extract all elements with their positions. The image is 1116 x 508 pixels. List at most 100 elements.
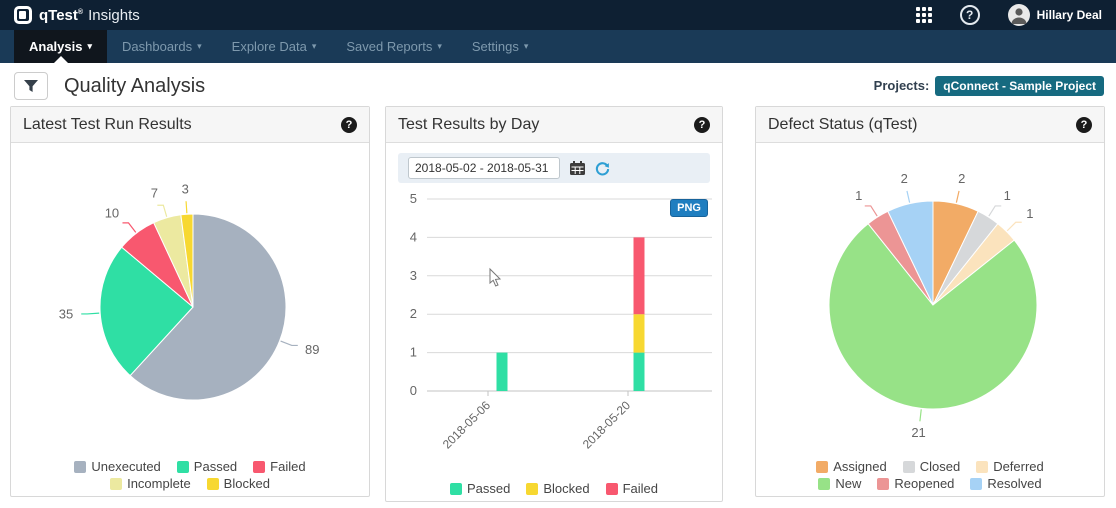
legend-swatch xyxy=(877,477,890,490)
pie-slice-resolved[interactable] xyxy=(887,200,934,306)
date-range-input[interactable] xyxy=(408,157,560,179)
panel-header: Defect Status (qTest) ? xyxy=(756,107,1104,143)
user-name: Hillary Deal xyxy=(1036,8,1102,22)
bar-segment-blocked[interactable] xyxy=(633,314,645,353)
pie-slice-new[interactable] xyxy=(828,222,1038,410)
label-connector xyxy=(919,409,922,422)
pie-slice-passed[interactable] xyxy=(99,246,194,377)
slice-value-label: 21 xyxy=(911,425,925,440)
slice-value-label: 2 xyxy=(901,171,908,186)
date-range-toolbar xyxy=(398,153,710,183)
legend-swatch xyxy=(902,460,915,473)
legend-label: Failed xyxy=(270,459,306,474)
bar-segment-passed[interactable] xyxy=(633,352,645,391)
y-axis-tick-label: 1 xyxy=(410,345,417,360)
legend-item-failed[interactable]: Failed xyxy=(253,459,306,474)
legend-item-blocked[interactable]: Blocked xyxy=(206,476,270,491)
panel-header: Latest Test Run Results ? xyxy=(11,107,369,143)
legend-item-incomplete[interactable]: Incomplete xyxy=(110,476,191,491)
legend-label: Closed xyxy=(919,459,961,474)
brand-registered-mark: ® xyxy=(77,8,84,16)
slice-value-label: 1 xyxy=(1004,188,1011,203)
y-axis-tick-label: 4 xyxy=(410,229,417,244)
label-connector xyxy=(280,340,298,347)
legend-label: Failed xyxy=(622,481,659,496)
pie-slice-unexecuted[interactable] xyxy=(129,213,287,401)
mouse-cursor xyxy=(489,267,502,287)
nav-analysis[interactable]: Analysis ▾ xyxy=(14,30,108,63)
label-connector xyxy=(81,312,100,315)
slice-value-label: 3 xyxy=(182,181,189,196)
nav-dashboards[interactable]: Dashboards ▾ xyxy=(122,39,202,54)
legend-label: Deferred xyxy=(993,459,1044,474)
legend-label: New xyxy=(835,476,862,491)
x-axis-tick-label: 2018-05-06 xyxy=(440,398,494,452)
label-connector xyxy=(122,222,137,233)
legend-item-reopened[interactable]: Reopened xyxy=(877,476,954,491)
label-connector xyxy=(1006,221,1022,232)
projects-label: Projects: xyxy=(873,78,930,93)
legend-item-assigned[interactable]: Assigned xyxy=(816,459,887,474)
chevron-down-icon: ▾ xyxy=(197,41,202,51)
legend-label: Reopened xyxy=(894,476,955,491)
export-png-button[interactable]: PNG xyxy=(670,199,708,217)
main-nav: Analysis ▾ Dashboards ▾ Explore Data ▾ Save… xyxy=(0,30,1116,63)
user-menu[interactable]: Hillary Deal xyxy=(1007,4,1102,26)
project-badge[interactable]: qConnect - Sample Project xyxy=(935,76,1104,96)
person-icon xyxy=(1011,8,1027,24)
chevron-down-icon: ▾ xyxy=(87,41,93,51)
active-tab-notch xyxy=(53,56,68,63)
legend-item-deferred[interactable]: Deferred xyxy=(976,459,1044,474)
pie-chart-defect-status: 2 1 1 21 1 2 xyxy=(756,143,1104,454)
nav-saved-reports[interactable]: Saved Reports ▾ xyxy=(346,39,442,54)
legend-swatch xyxy=(253,460,266,473)
legend-item-failed[interactable]: Failed xyxy=(605,481,659,496)
legend-swatch xyxy=(976,460,989,473)
y-axis-tick-label: 2 xyxy=(410,306,417,321)
legend-item-blocked[interactable]: Blocked xyxy=(526,481,590,496)
label-connector xyxy=(988,205,1002,217)
legend-label: Resolved xyxy=(987,476,1042,491)
bar-segment-failed[interactable] xyxy=(633,237,645,315)
legend-swatch xyxy=(206,477,219,490)
chevron-down-icon: ▾ xyxy=(523,41,529,51)
legend-swatch xyxy=(816,460,829,473)
chevron-down-icon: ▾ xyxy=(311,41,317,51)
slice-value-label: 35 xyxy=(59,307,73,322)
legend-swatch xyxy=(74,460,87,473)
panel-latest-test-run-results: Latest Test Run Results ? 89 35 10 7 3 Unexe… xyxy=(10,106,370,497)
y-axis-tick-label: 0 xyxy=(410,383,417,398)
slice-value-label: 7 xyxy=(151,186,158,201)
page-title: Quality Analysis xyxy=(64,74,206,97)
legend-item-new[interactable]: New xyxy=(818,476,861,491)
calendar-icon[interactable] xyxy=(570,161,585,175)
legend-item-closed[interactable]: Closed xyxy=(902,459,961,474)
chart-legend: Assigned Closed Deferred New Reopened Resolve… xyxy=(756,459,1104,491)
apps-grid-icon[interactable] xyxy=(915,7,932,23)
legend-swatch xyxy=(176,460,189,473)
nav-settings[interactable]: Settings ▾ xyxy=(471,39,529,54)
panel-help-icon[interactable]: ? xyxy=(694,116,710,133)
panel-title: Defect Status (qTest) xyxy=(768,115,918,133)
legend-item-passed[interactable]: Passed xyxy=(449,481,510,496)
panel-help-icon[interactable]: ? xyxy=(341,116,357,133)
legend-item-resolved[interactable]: Resolved xyxy=(970,476,1042,491)
legend-item-unexecuted[interactable]: Unexecuted xyxy=(74,459,161,474)
panel-help-icon[interactable]: ? xyxy=(1076,116,1092,133)
nav-explore-data[interactable]: Explore Data ▾ xyxy=(231,39,317,54)
slice-value-label: 89 xyxy=(305,342,319,357)
refresh-icon[interactable] xyxy=(595,161,610,176)
legend-swatch xyxy=(818,477,831,490)
slice-value-label: 1 xyxy=(1026,206,1033,221)
legend-item-passed[interactable]: Passed xyxy=(176,459,237,474)
x-axis-tick-label: 2018-05-20 xyxy=(580,398,634,452)
help-icon[interactable]: ? xyxy=(959,5,980,25)
bar-chart-test-results-by-day: 0 1 2 3 4 5 2018-05-06 2018-05-20 xyxy=(386,187,722,466)
label-connector xyxy=(185,201,188,214)
y-axis-tick-label: 3 xyxy=(410,268,417,283)
pie-slice-blocked[interactable] xyxy=(180,213,194,308)
filter-button[interactable] xyxy=(14,72,48,100)
bar-segment-passed[interactable] xyxy=(496,352,508,391)
legend-label: Unexecuted xyxy=(91,459,161,474)
pie-chart-latest-test-run-results: 89 35 10 7 3 xyxy=(11,143,369,466)
